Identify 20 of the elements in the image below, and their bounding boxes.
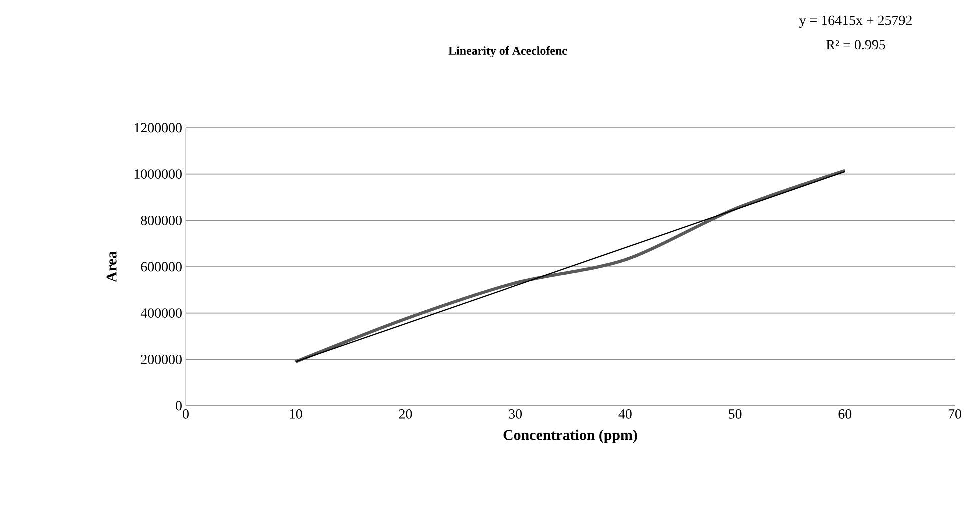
x-tick-label: 40	[618, 410, 632, 419]
y-tick-label: 400000	[140, 308, 182, 318]
chart-title: Linearity of Aceclofenc	[448, 46, 568, 58]
y-tick-label: 1200000	[134, 123, 182, 133]
y-axis-title: Area	[106, 252, 117, 282]
y-tick-label: 200000	[141, 354, 182, 364]
x-axis-title: Concentration (ppm)	[504, 430, 638, 444]
text: y = 16415x + 25792	[799, 16, 912, 28]
x-tick-label: 70	[948, 410, 962, 419]
y-tick-label: 800000	[141, 216, 182, 226]
text: R² = 0.995	[826, 40, 886, 50]
x-tick-label: 20	[399, 410, 412, 419]
y-tick-label: 0	[176, 401, 182, 411]
x-tick-label: 0	[183, 410, 189, 419]
y-tick-label: 600000	[141, 262, 182, 272]
y-tick-label: 1000000	[134, 170, 182, 180]
x-tick-label: 30	[509, 410, 522, 419]
x-tick-label: 60	[838, 410, 852, 419]
x-tick-label: 50	[729, 410, 742, 419]
x-tick-label: 10	[290, 410, 302, 419]
